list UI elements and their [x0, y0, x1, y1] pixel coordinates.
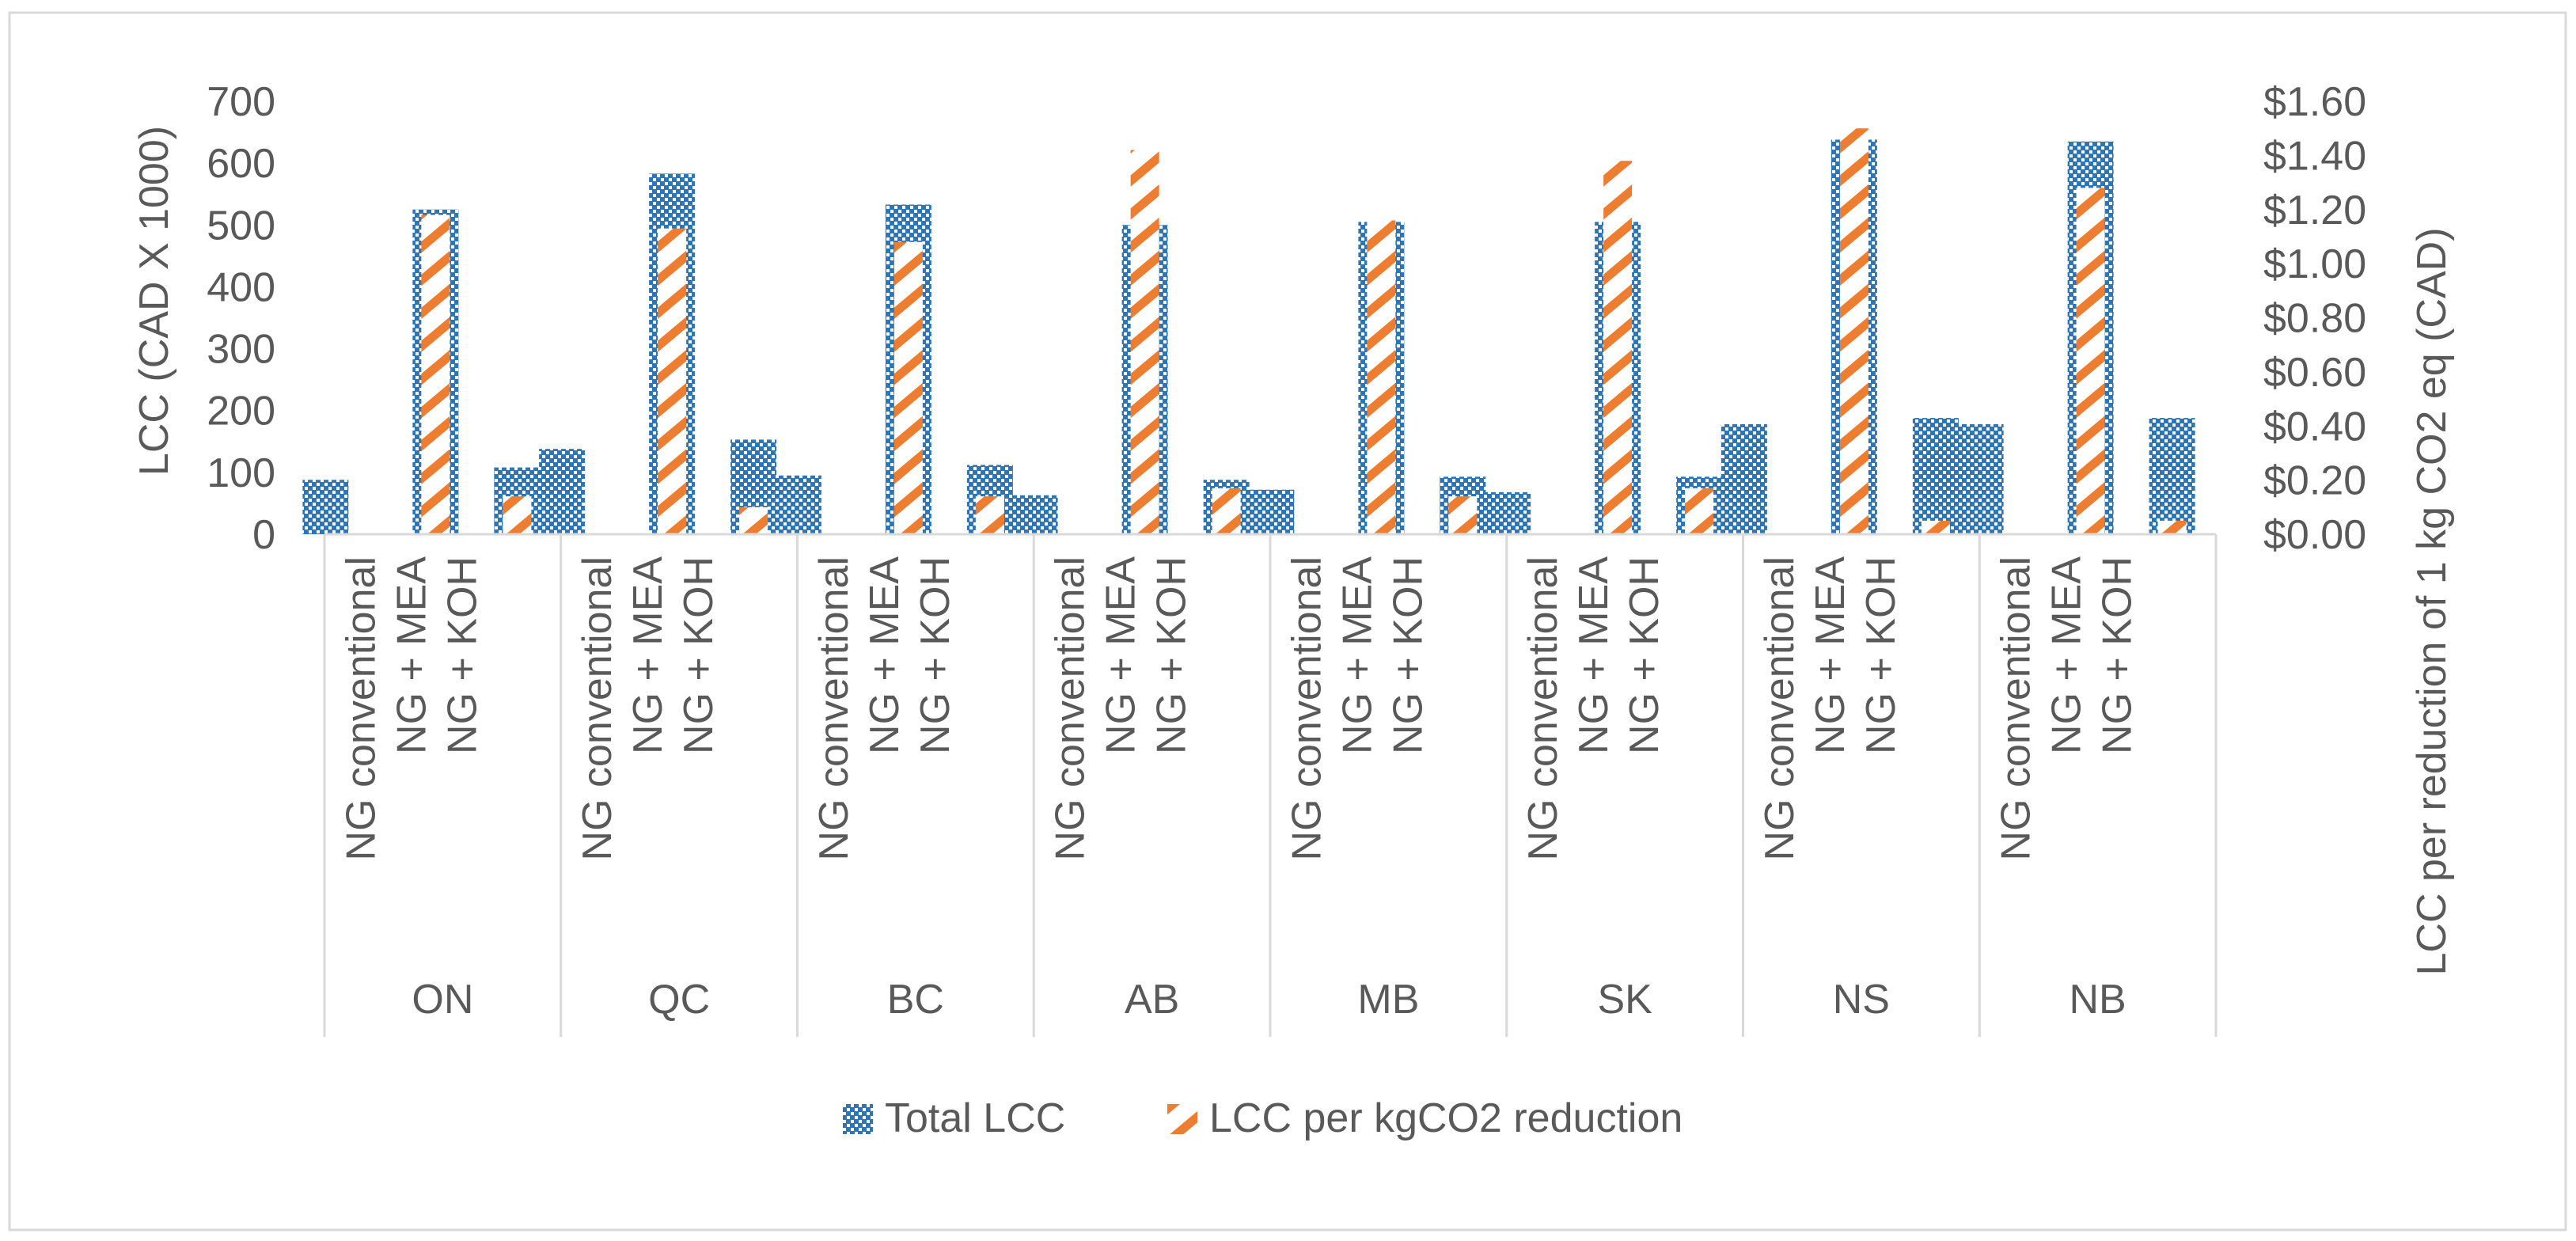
category-label: NG conventional: [1757, 556, 1803, 860]
bar-total-lcc: [1957, 423, 2004, 534]
category-label: NG + MEA: [862, 556, 908, 754]
left-tick-label: 0: [252, 512, 275, 558]
category-label: NG + KOH: [1622, 556, 1667, 754]
bar-lcc-per-kgco2: [1367, 220, 1396, 534]
left-tick-label: 400: [207, 264, 275, 310]
category-label: NG + MEA: [1808, 556, 1853, 754]
bar-lcc-per-kgco2: [2076, 188, 2105, 534]
left-tick-label: 200: [207, 389, 275, 435]
right-tick-label: $0.40: [2263, 404, 2366, 450]
category-axis: [323, 533, 2217, 1037]
category-label: NG conventional: [1994, 556, 2039, 860]
category-label: NG + KOH: [1149, 556, 1195, 754]
left-axis-title: LCC (CAD X 1000): [131, 126, 177, 476]
legend-label-lcc-per-kgco2: LCC per kgCO2 reduction: [1209, 1095, 1683, 1141]
bar-lcc-per-kgco2: [1685, 488, 1714, 534]
category-label: NG + MEA: [625, 556, 671, 754]
legend-swatch-lcc-per-kgco2: [1167, 1104, 1197, 1134]
group-label: NB: [2070, 977, 2126, 1023]
bar-lcc-per-kgco2: [1839, 128, 1868, 534]
bar-total-lcc: [302, 480, 349, 534]
bar-lcc-per-kgco2: [503, 496, 532, 534]
left-tick-label: 300: [207, 327, 275, 373]
category-label: NG + MEA: [1571, 556, 1617, 754]
bar-total-lcc: [2149, 418, 2195, 534]
category-label: NG conventional: [1520, 556, 1566, 860]
category-label: NG + KOH: [1858, 556, 1904, 754]
group-label: AB: [1125, 977, 1179, 1023]
legend-label-total-lcc: Total LCC: [885, 1095, 1065, 1141]
left-tick-label: 500: [207, 203, 275, 249]
right-tick-label: $0.60: [2263, 350, 2366, 396]
bar-lcc-per-kgco2: [739, 507, 768, 534]
group-label: ON: [412, 977, 473, 1023]
bar-total-lcc: [539, 449, 586, 534]
legend-swatch-total-lcc: [843, 1104, 873, 1134]
bar-lcc-per-kgco2: [1448, 496, 1478, 534]
right-tick-label: $1.20: [2263, 188, 2366, 233]
bar-lcc-per-kgco2: [893, 241, 923, 534]
right-tick-label: $0.00: [2263, 512, 2366, 558]
left-axis: 0 100 200 300 400 500 600 700: [207, 79, 275, 558]
bar-lcc-per-kgco2: [421, 214, 450, 534]
bar-lcc-per-kgco2: [1603, 161, 1633, 534]
category-label: NG + MEA: [1334, 556, 1380, 754]
series-lcc-per-kgco2: [421, 128, 2187, 534]
right-tick-label: $1.00: [2263, 241, 2366, 287]
category-label: NG conventional: [338, 556, 384, 860]
bar-total-lcc: [1011, 495, 1058, 534]
category-label: NG + KOH: [676, 556, 722, 754]
category-label: NG conventional: [811, 556, 857, 860]
bar-lcc-per-kgco2: [1921, 520, 1950, 534]
right-tick-label: $0.20: [2263, 458, 2366, 504]
category-label: NG + KOH: [1385, 556, 1431, 754]
category-label: NG + KOH: [2095, 556, 2141, 754]
right-axis-title: LCC per reduction of 1 kg CO2 eq (CAD): [2409, 227, 2455, 975]
bar-lcc-per-kgco2: [975, 496, 1004, 534]
legend: Total LCC LCC per kgCO2 reduction: [843, 1095, 1683, 1141]
bar-total-lcc: [1485, 491, 1531, 534]
group-label: SK: [1597, 977, 1652, 1023]
category-label: NG + KOH: [912, 556, 958, 754]
left-tick-label: 100: [207, 450, 275, 496]
right-tick-label: $1.40: [2263, 133, 2366, 179]
right-tick-label: $0.80: [2263, 296, 2366, 342]
right-tick-label: $1.60: [2263, 79, 2366, 125]
group-label: QC: [648, 977, 710, 1023]
category-label: NG conventional: [1284, 556, 1330, 860]
left-tick-label: 600: [207, 141, 275, 187]
bar-total-lcc: [1720, 423, 1767, 534]
category-label: NG + MEA: [1098, 556, 1144, 754]
bar-lcc-per-kgco2: [2157, 520, 2187, 534]
group-label: NS: [1833, 977, 1890, 1023]
category-label: NG + MEA: [389, 556, 434, 754]
bar-lcc-per-kgco2: [658, 228, 687, 534]
bar-lcc-per-kgco2: [1212, 488, 1241, 534]
category-label: NG conventional: [575, 556, 620, 860]
bar-total-lcc: [1248, 489, 1295, 534]
category-label: NG + KOH: [439, 556, 485, 754]
category-label: NG + MEA: [2044, 556, 2090, 754]
right-axis: $0.00 $0.20 $0.40 $0.60 $0.80 $1.00 $1.20 $1.40…: [2263, 79, 2366, 558]
category-label: NG conventional: [1048, 556, 1094, 860]
left-tick-label: 700: [207, 79, 275, 125]
group-label: MB: [1357, 977, 1419, 1023]
group-label: BC: [887, 977, 944, 1023]
category-labels: NG conventional NG + MEA NG + KOH NG conven…: [338, 556, 2140, 861]
group-labels: ON QC BC AB MB SK NS NB: [412, 977, 2126, 1023]
bar-total-lcc: [775, 475, 821, 534]
bar-lcc-per-kgco2: [1130, 150, 1159, 534]
bar-total-lcc: [1912, 418, 1959, 534]
